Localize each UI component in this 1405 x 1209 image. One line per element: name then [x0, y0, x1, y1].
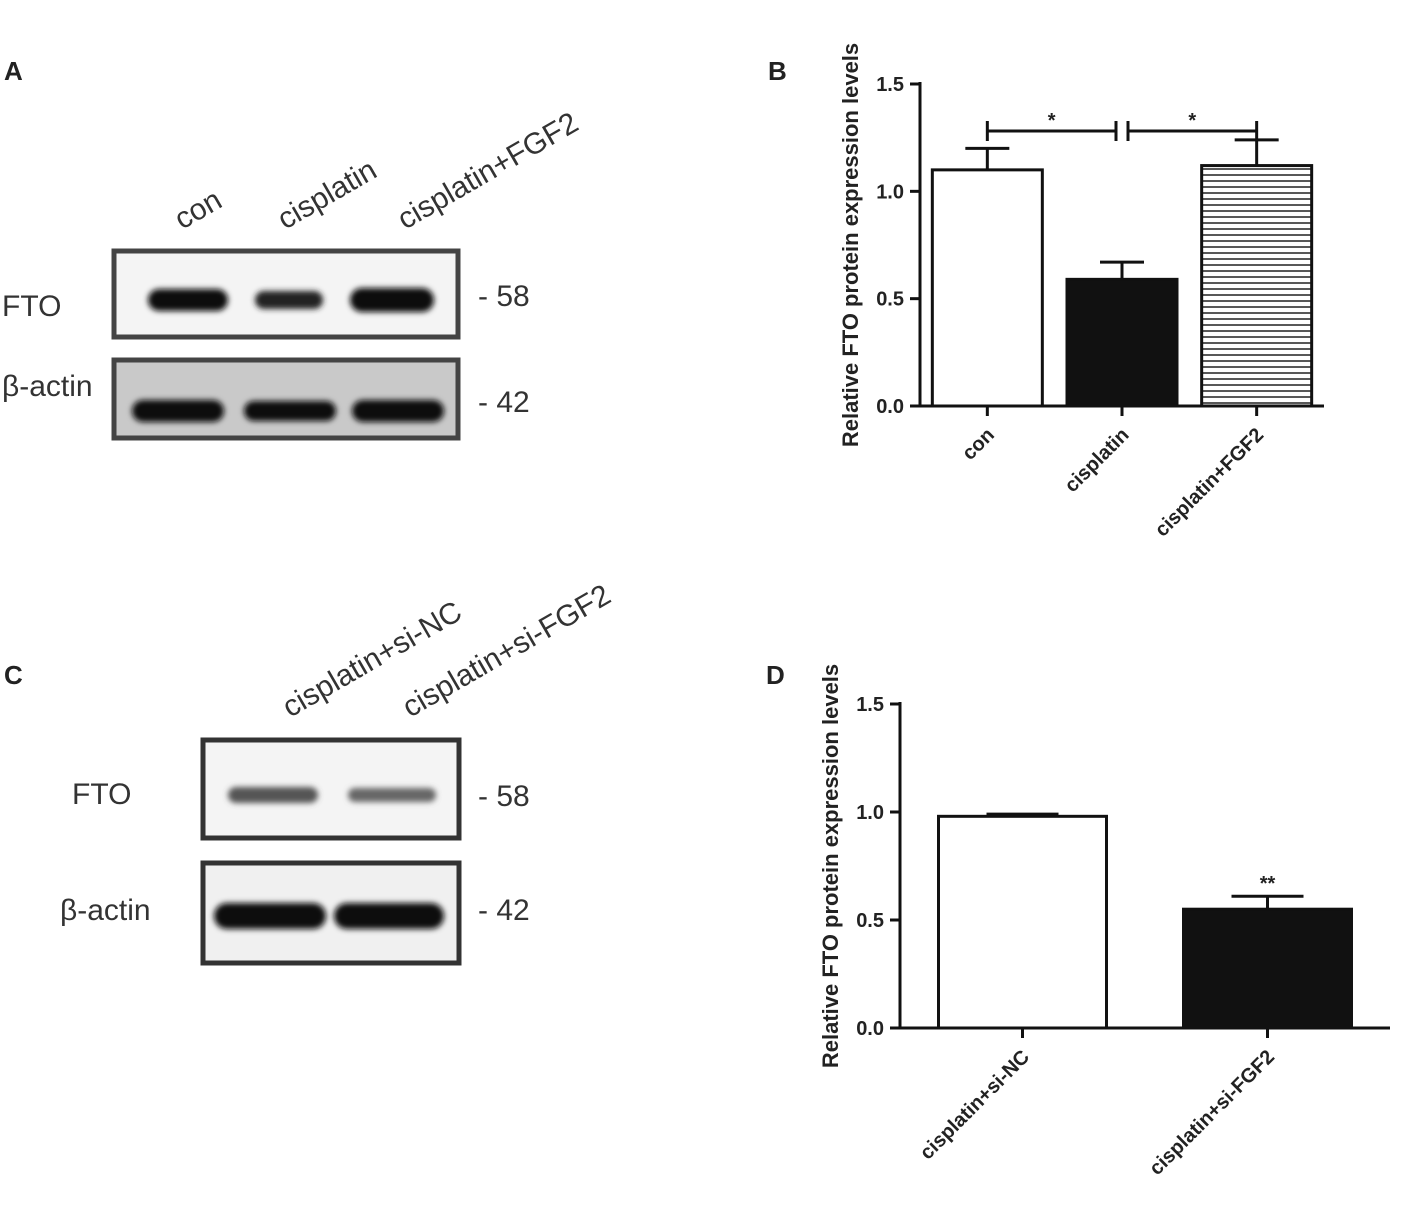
y-tick-label: 0.5 [876, 289, 904, 311]
y-tick-label: 0.0 [856, 1018, 884, 1040]
x-tick-label: cisplatin+si-FGF2 [1145, 1046, 1279, 1180]
row-label-actin-a: β-actin [2, 370, 93, 403]
x-tick-label: cisplatin+FGF2 [1151, 424, 1268, 541]
band [255, 291, 323, 309]
x-tick-label: cisplatin [1061, 424, 1134, 497]
blot-frame-actin [111, 357, 461, 441]
band [214, 903, 326, 929]
bar-chart-d: 0.0 0.5 1.0 1.5 Relative FTO protein express… [818, 664, 1390, 1180]
actin-bands-a [132, 400, 444, 422]
mw-42-a: - 42 [478, 386, 530, 419]
panel-letter-a: A [4, 56, 23, 86]
bar-0 [930, 168, 1044, 408]
western-blot-a: con cisplatin cisplatin+FGF2 FTO - 58 β-… [2, 106, 584, 441]
band [352, 400, 444, 422]
actin-bands-c [214, 903, 444, 929]
band [350, 288, 434, 312]
x-tick-label: cisplatin+si-NC [916, 1046, 1034, 1164]
significance-label: ** [1260, 873, 1276, 895]
panel-letter-d: D [766, 660, 785, 690]
y-tick-label: 1.5 [856, 694, 884, 716]
mw-42-c: - 42 [478, 894, 530, 927]
western-blot-c: cisplatin+si-NC cisplatin+si-FGF2 FTO - … [60, 578, 616, 966]
x-tick-label: con [958, 424, 999, 465]
lane-label-cisplatin-fgf2: cisplatin+FGF2 [392, 106, 584, 236]
lane-label-con: con [169, 183, 227, 236]
lane-label-cisplatin: cisplatin [272, 153, 382, 236]
band [334, 903, 444, 929]
band [244, 401, 336, 421]
band [132, 400, 224, 422]
y-axis-label: Relative FTO protein expression levels [838, 43, 863, 447]
bar-2 [1200, 164, 1314, 408]
row-label-fto-c: FTO [72, 778, 131, 811]
band [348, 788, 436, 802]
bar-chart-b: 0.0 0.5 1.0 1.5 Relative FTO protein express… [838, 43, 1324, 541]
band [148, 289, 228, 311]
y-tick-label: 1.0 [856, 802, 884, 824]
significance-label: * [1048, 110, 1056, 132]
row-label-fto-a: FTO [2, 290, 61, 323]
y-tick-label: 1.5 [876, 74, 904, 96]
mw-58-c: - 58 [478, 780, 530, 813]
lane-label-si-fgf2: cisplatin+si-FGF2 [397, 578, 616, 724]
y-tick-label: 0.0 [876, 396, 904, 418]
fto-bands-c [228, 787, 436, 803]
significance-label: * [1188, 110, 1196, 132]
mw-58-a: - 58 [478, 280, 530, 313]
y-tick-label: 0.5 [856, 910, 884, 932]
fto-bands-a [148, 288, 434, 312]
y-axis-label: Relative FTO protein expression levels [818, 664, 843, 1068]
bar-0 [937, 814, 1108, 1030]
row-label-actin-c: β-actin [60, 894, 151, 927]
y-tick-label: 1.0 [876, 181, 904, 203]
panel-letter-b: B [768, 56, 787, 86]
band [228, 787, 318, 803]
bar-1 [1065, 277, 1179, 408]
panel-letter-c: C [4, 660, 23, 690]
bar-1 [1182, 907, 1353, 1030]
